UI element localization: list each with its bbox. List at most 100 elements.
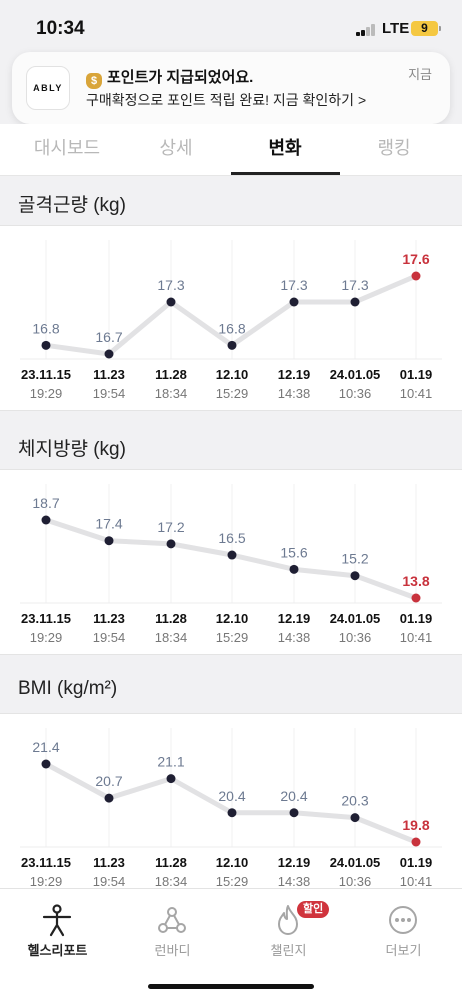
x-tick-date: 12.19 <box>278 611 311 626</box>
x-tick-time: 14:38 <box>278 874 311 889</box>
tab-change[interactable]: 변화 <box>268 138 302 158</box>
data-label: 16.8 <box>32 320 59 336</box>
money-bag-icon: $ <box>86 73 102 89</box>
tab-detail[interactable]: 상세 <box>159 138 193 158</box>
x-tick-time: 10:41 <box>400 874 433 889</box>
muscle-mass-chart-svg: 16.8 16.7 17.3 16.8 17.3 17.3 17.6 23.11.15 19:2… <box>20 240 442 401</box>
body-fat-chart-svg: 18.7 17.4 17.2 16.5 15.6 15.2 13.8 23.11.15 19:2… <box>20 484 442 645</box>
data-point <box>350 571 360 581</box>
data-point <box>166 774 176 784</box>
x-tick-date: 12.10 <box>216 855 249 870</box>
data-label: 17.3 <box>341 277 368 293</box>
data-label: 20.4 <box>218 788 245 804</box>
x-tick-date: 11.28 <box>155 367 187 382</box>
x-tick-time: 18:34 <box>155 874 188 889</box>
section-title: BMI (kg/m²) <box>18 678 118 699</box>
x-tick-date: 24.01.05 <box>330 855 381 870</box>
x-tick-time: 15:29 <box>216 386 249 401</box>
more-dots-icon <box>389 906 417 934</box>
push-notification[interactable]: ABLY $ 포인트가 지급되었어요. 구매확정으로 포인트 적립 완료! 지금 … <box>12 52 450 124</box>
x-tick-time: 10:36 <box>339 874 372 889</box>
x-tick-time: 19:29 <box>30 386 63 401</box>
section-title: 체지방량 (kg) <box>18 439 126 460</box>
nav-label: 더보기 <box>385 943 422 958</box>
data-point <box>350 813 360 823</box>
x-tick-date: 11.23 <box>93 855 125 870</box>
nav-label: 헬스리포트 <box>27 943 88 958</box>
data-label: 16.8 <box>218 320 245 336</box>
x-tick-time: 10:36 <box>339 386 372 401</box>
body-fat-chart: 18.7 17.4 17.2 16.5 15.6 15.2 13.8 23.11.15 19:2… <box>0 469 462 655</box>
section-header-bmi: BMI (kg/m²) <box>0 666 462 714</box>
tab-bar: 대시보드 상세 변화 랭킹 <box>0 124 462 176</box>
data-point <box>411 837 421 847</box>
notification-body: 구매확정으로 포인트 적립 완료! 지금 확인하기 > <box>86 92 367 108</box>
x-tick-date: 11.23 <box>93 367 125 382</box>
data-point <box>41 759 51 769</box>
x-tick-date: 12.19 <box>278 367 311 382</box>
data-label: 18.7 <box>32 495 59 511</box>
x-tick-date: 23.11.15 <box>21 855 71 870</box>
data-label: 20.4 <box>280 788 307 804</box>
x-tick-time: 10:36 <box>339 630 372 645</box>
x-tick-date: 11.28 <box>155 611 187 626</box>
data-point <box>166 297 176 307</box>
battery-tip <box>439 26 441 31</box>
health-report-icon <box>42 904 72 937</box>
data-point <box>104 793 114 803</box>
data-label: 17.4 <box>95 516 122 532</box>
notification-title: $ 포인트가 지급되었어요. <box>86 66 253 89</box>
nav-health-report[interactable]: 헬스리포트 <box>0 889 115 969</box>
data-point <box>350 297 360 307</box>
x-tick-date: 11.23 <box>93 611 125 626</box>
data-point <box>104 349 114 359</box>
data-label: 15.2 <box>341 551 368 567</box>
notification-time: 지금 <box>408 67 432 82</box>
x-tick-time: 15:29 <box>216 630 249 645</box>
nav-challenge[interactable]: 할인 챌린지 <box>231 889 346 969</box>
x-tick-date: 11.28 <box>155 855 187 870</box>
data-label: 17.2 <box>157 519 184 535</box>
nav-more[interactable]: 더보기 <box>346 889 461 969</box>
data-label: 13.8 <box>402 573 429 589</box>
data-label: 21.1 <box>157 754 184 770</box>
x-tick-date: 23.11.15 <box>21 367 71 382</box>
status-time: 10:34 <box>36 18 85 39</box>
x-tick-date: 12.10 <box>216 611 249 626</box>
x-tick-date: 12.19 <box>278 855 311 870</box>
x-tick-time: 19:54 <box>93 630 126 645</box>
x-tick-time: 19:29 <box>30 874 63 889</box>
data-point <box>289 564 299 574</box>
x-tick-date: 01.19 <box>400 611 433 626</box>
data-label: 20.7 <box>95 773 122 789</box>
data-label: 21.4 <box>32 739 59 755</box>
data-point <box>227 808 237 818</box>
runbody-icon <box>158 907 186 933</box>
data-label: 17.6 <box>402 251 429 267</box>
data-label: 16.5 <box>218 530 245 546</box>
active-tab-indicator <box>231 172 340 175</box>
data-point <box>227 550 237 560</box>
muscle-mass-chart: 16.8 16.7 17.3 16.8 17.3 17.3 17.6 23.11.15 19:2… <box>0 225 462 411</box>
data-point <box>411 593 421 603</box>
section-header-muscle: 골격근량 (kg) <box>0 178 462 226</box>
x-tick-time: 18:34 <box>155 630 188 645</box>
x-tick-time: 18:34 <box>155 386 188 401</box>
x-tick-time: 10:41 <box>400 386 433 401</box>
notification-title-text: 포인트가 지급되었어요. <box>107 69 254 86</box>
nav-label: 런바디 <box>154 943 191 958</box>
x-tick-date: 01.19 <box>400 367 433 382</box>
x-tick-date: 23.11.15 <box>21 611 71 626</box>
data-label: 16.7 <box>95 329 122 345</box>
x-tick-time: 14:38 <box>278 386 311 401</box>
tab-dashboard[interactable]: 대시보드 <box>33 138 101 158</box>
x-tick-date: 01.19 <box>400 855 433 870</box>
nav-runbody[interactable]: 런바디 <box>115 889 230 969</box>
x-tick-time: 19:54 <box>93 386 126 401</box>
x-tick-time: 15:29 <box>216 874 249 889</box>
bmi-chart: 21.4 20.7 21.1 20.4 20.4 20.3 19.8 23.11.15 19:2… <box>0 713 462 899</box>
tab-ranking[interactable]: 랭킹 <box>377 138 411 158</box>
data-point <box>411 271 421 281</box>
sale-badge: 할인 <box>297 901 330 918</box>
data-label: 17.3 <box>157 277 184 293</box>
